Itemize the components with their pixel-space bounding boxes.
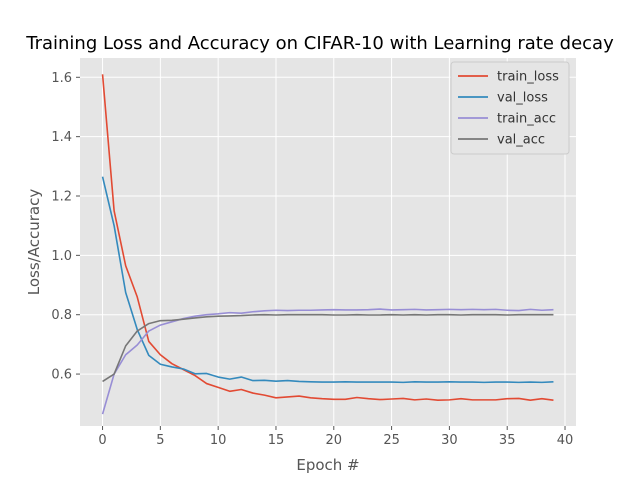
x-tick-label: 0 [98,433,106,448]
y-tick-label: 1.4 [51,130,72,145]
x-tick-label: 40 [557,433,574,448]
data-series [101,74,554,415]
x-tick-label: 25 [383,433,400,448]
y-tick-label: 0.6 [51,368,72,383]
y-tick-label: 1.0 [51,249,72,264]
y-tick-label: 1.6 [51,71,72,86]
x-tick-label: 30 [441,433,458,448]
series-line-val-acc [102,313,554,383]
x-tick-label: 20 [326,433,343,448]
y-tick-label: 1.2 [51,190,72,205]
legend-label-val-acc: val_acc [497,133,545,148]
y-tick-label: 0.8 [51,308,72,323]
chart-title: Training Loss and Accuracy on CIFAR-10 w… [25,33,614,54]
x-axis-label: Epoch # [296,456,359,474]
legend-label-train-acc: train_acc [497,112,556,127]
legend-label-val-loss: val_loss [497,91,548,106]
legend: train_loss val_loss train_acc val_acc [450,61,570,155]
x-tick-label: 35 [499,433,516,448]
x-tick-label: 10 [210,433,227,448]
x-tick-label: 15 [268,433,285,448]
axis-ticks: 0 5 10 15 20 25 30 35 40 0.6 0.8 1.0 1.2 1.4 1.6 [51,71,573,448]
x-tick-label: 5 [156,433,164,448]
y-axis-label: Loss/Accuracy [25,189,43,296]
legend-label-train-loss: train_loss [497,70,559,85]
legend-box [450,61,570,155]
series-line-val-loss [101,176,554,384]
series-line-train-loss [101,74,554,401]
